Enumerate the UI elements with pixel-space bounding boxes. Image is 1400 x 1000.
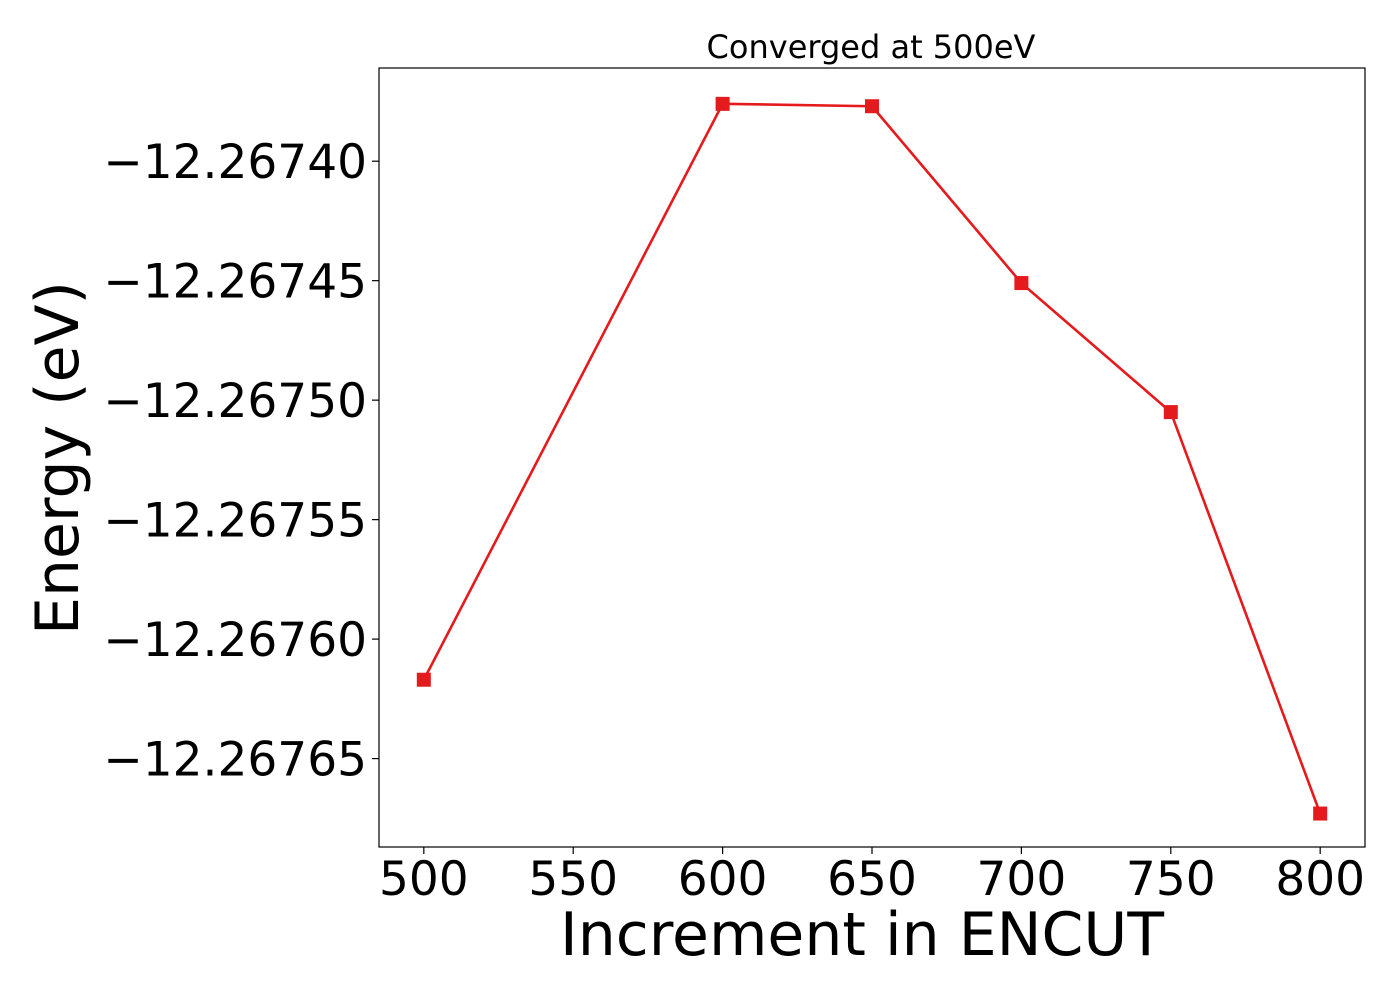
x-tick-label: 550 (528, 852, 618, 907)
chart-title: Converged at 500eV (707, 28, 1036, 66)
x-tick-label: 800 (1275, 852, 1365, 907)
x-axis: 500 550 600 650 700 750 800 (379, 847, 1365, 907)
y-tick-label: −12.26760 (103, 613, 367, 668)
data-point-marker (416, 672, 431, 687)
y-tick-label: −12.26740 (103, 135, 367, 190)
data-point-marker (1163, 405, 1178, 420)
x-tick-label: 700 (977, 852, 1067, 907)
y-tick-label: −12.26745 (103, 255, 367, 310)
x-tick-label: 500 (379, 852, 469, 907)
data-series (416, 96, 1328, 821)
x-tick-label: 750 (1126, 852, 1216, 907)
data-point-marker (1313, 806, 1328, 821)
x-tick-label: 600 (678, 852, 768, 907)
data-point-marker (1014, 276, 1029, 291)
y-axis: −12.26740 −12.26745 −12.26750 −12.26755 −12.… (103, 135, 379, 788)
data-point-marker (715, 96, 730, 111)
y-axis-label: Energy (eV) (23, 281, 93, 635)
x-tick-label: 650 (827, 852, 917, 907)
y-tick-label: −12.26765 (103, 733, 367, 788)
data-point-marker (865, 99, 879, 114)
plot-area-frame (378, 67, 1366, 848)
series-line (422, 102, 1322, 815)
y-tick-label: −12.26750 (103, 374, 367, 429)
y-tick-label: −12.26755 (103, 494, 367, 549)
x-axis-label: Increment in ENCUT (560, 900, 1164, 970)
